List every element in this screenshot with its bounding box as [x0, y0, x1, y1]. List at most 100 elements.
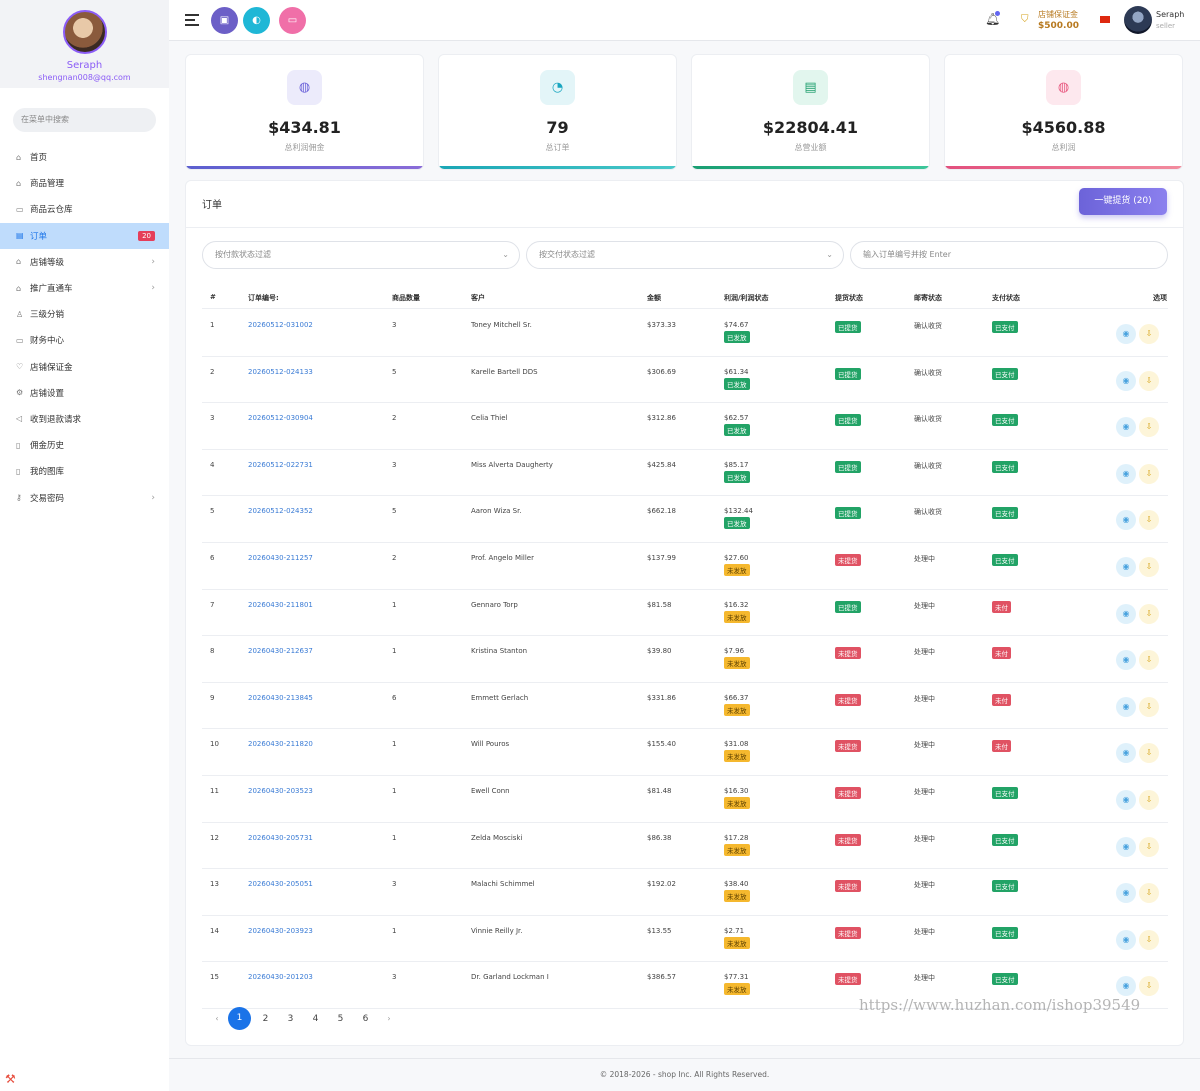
download-invoice-button[interactable]: ⇩ — [1139, 929, 1159, 950]
page-button[interactable]: 1 — [228, 1007, 251, 1030]
view-order-button[interactable]: ◉ — [1116, 603, 1136, 624]
view-order-button[interactable]: ◉ — [1116, 696, 1136, 717]
order-code-link[interactable]: 20260430-201203 — [248, 973, 313, 982]
download-invoice-button[interactable]: ⇩ — [1139, 650, 1159, 671]
deposit-label[interactable]: 店铺保证金 — [1038, 10, 1078, 19]
sidebar-item[interactable]: ⌂ 商品管理 — [0, 170, 169, 196]
order-code-link[interactable]: 20260512-031002 — [248, 321, 313, 329]
sidebar-item[interactable]: ▤ 订单 20 — [0, 222, 169, 249]
hamburger-menu-icon[interactable] — [185, 14, 199, 29]
page-button[interactable]: 4 — [312, 1013, 319, 1024]
order-code-link[interactable]: 20260430-203523 — [248, 787, 313, 795]
table-row[interactable]: 11 20260430-203523 1 Ewell Conn $81.48 $16.30… — [202, 776, 1168, 823]
order-search-input[interactable]: 输入订单编号并按 Enter — [850, 241, 1168, 269]
order-code-link[interactable]: 20260512-022731 — [248, 460, 313, 469]
payment-status-filter[interactable]: 按付款状态过滤 ⌄ — [202, 241, 520, 269]
download-invoice-button[interactable]: ⇩ — [1139, 836, 1159, 857]
table-row[interactable]: 5 20260512-024352 5 Aaron Wiza Sr. $662.18 $1… — [202, 496, 1168, 543]
view-order-button[interactable]: ◉ — [1116, 743, 1136, 764]
page-button[interactable]: 5 — [337, 1013, 344, 1024]
table-row[interactable]: 8 20260430-212637 1 Kristina Stanton $39.80 $… — [202, 636, 1168, 683]
table-row[interactable]: 1 20260512-031002 3 Toney Mitchell Sr. $373.… — [202, 310, 1168, 357]
table-row[interactable]: 13 20260430-205051 3 Malachi Schimmel $192.0… — [202, 869, 1168, 916]
user-avatar[interactable] — [1124, 6, 1152, 34]
view-order-button[interactable]: ◉ — [1116, 370, 1136, 391]
order-code-link[interactable]: 20260512-024133 — [248, 367, 313, 376]
sidebar-item[interactable]: ▭ 商品云仓库 — [0, 196, 169, 222]
sidebar-item[interactable]: ♙ 三级分销 — [0, 301, 169, 327]
sidebar-item[interactable]: ⚙ 店铺设置 — [0, 380, 169, 406]
order-code-link[interactable]: 20260430-211257 — [248, 554, 313, 562]
table-row[interactable]: 6 20260430-211257 2 Prof. Angelo Miller $137… — [202, 543, 1168, 590]
view-order-button[interactable]: ◉ — [1116, 650, 1136, 671]
page-button[interactable]: 3 — [287, 1013, 294, 1024]
user-name[interactable]: Seraph — [1156, 10, 1185, 19]
order-code-link[interactable]: 20260430-205051 — [248, 880, 313, 889]
menu-search-input[interactable]: 在菜单中搜索 — [13, 108, 156, 132]
table-row[interactable]: 2 20260512-024133 5 Karelle Bartell DDS $306… — [202, 357, 1168, 404]
page-button[interactable]: 2 — [262, 1013, 269, 1024]
order-code-link[interactable]: 20260512-024352 — [248, 507, 313, 516]
download-invoice-button[interactable]: ⇩ — [1139, 324, 1159, 344]
sidebar-item[interactable]: ▭ 财务中心 — [0, 327, 169, 353]
table-row[interactable]: 14 20260430-203923 1 Vinnie Reilly Jr. $13.5… — [202, 916, 1168, 963]
page-button[interactable]: 6 — [362, 1013, 369, 1024]
table-row[interactable]: 15 20260430-201203 3 Dr. Garland Lockman I $… — [202, 962, 1168, 1009]
profile-avatar[interactable] — [62, 10, 107, 54]
sidebar-item[interactable]: ⌂ 推广直通车 › — [0, 275, 169, 301]
download-invoice-button[interactable]: ⇩ — [1139, 696, 1159, 717]
sidebar-item[interactable]: ⚷ 交易密码 › — [0, 484, 169, 510]
sidebar-item[interactable]: ◁ 收到退款请求 — [0, 406, 169, 432]
inbox-button[interactable]: ▭ — [279, 7, 306, 34]
download-invoice-button[interactable]: ⇩ — [1139, 463, 1159, 484]
table-row[interactable]: 9 20260430-213845 6 Emmett Gerlach $331.86 $6… — [202, 683, 1168, 730]
view-order-button[interactable]: ◉ — [1116, 510, 1136, 531]
table-row[interactable]: 10 20260430-211820 1 Will Pouros $155.40 $31.… — [202, 729, 1168, 776]
table-row[interactable]: 12 20260430-205731 1 Zelda Mosciski $86.38 $1… — [202, 823, 1168, 870]
order-code-link[interactable]: 20260430-205731 — [248, 833, 313, 842]
order-code-link[interactable]: 20260430-203923 — [248, 926, 313, 935]
sidebar-item[interactable]: ⌂ 首页 — [0, 144, 169, 170]
sidebar-item[interactable]: ⌂ 店铺等级 › — [0, 249, 169, 275]
bulk-pickup-button[interactable]: 一键提货 (20) — [1079, 188, 1167, 215]
sidebar-item[interactable]: ▯ 我的图库 — [0, 458, 169, 484]
delivery-status-filter[interactable]: 按交付状态过滤 ⌄ — [526, 241, 844, 269]
sidebar-item[interactable]: ▯ 佣金历史 — [0, 432, 169, 458]
view-order-button[interactable]: ◉ — [1116, 324, 1136, 344]
browser-button[interactable]: ◐ — [243, 7, 270, 34]
next-page-button[interactable]: › — [387, 1014, 391, 1023]
order-code-link[interactable]: 20260512-030904 — [248, 414, 313, 423]
view-order-button[interactable]: ◉ — [1116, 463, 1136, 484]
deposit-amount[interactable]: $500.00 — [1038, 21, 1079, 31]
order-code-link[interactable]: 20260430-213845 — [248, 693, 313, 702]
download-invoice-button[interactable]: ⇩ — [1139, 603, 1159, 624]
table-row[interactable]: 4 20260512-022731 3 Miss Alverta Daugherty $… — [202, 450, 1168, 497]
download-invoice-button[interactable]: ⇩ — [1139, 417, 1159, 438]
view-order-button[interactable]: ◉ — [1116, 417, 1136, 438]
view-order-button[interactable]: ◉ — [1116, 976, 1136, 997]
order-code-link[interactable]: 20260430-211801 — [248, 600, 313, 609]
view-order-button[interactable]: ◉ — [1116, 836, 1136, 857]
view-order-button[interactable]: ◉ — [1116, 883, 1136, 904]
china-flag-icon[interactable] — [1100, 16, 1110, 23]
store-button[interactable]: ▣ — [211, 7, 238, 34]
sidebar-item[interactable]: ♡ 店铺保证金 — [0, 354, 169, 380]
download-invoice-button[interactable]: ⇩ — [1139, 790, 1159, 810]
table-row[interactable]: 7 20260430-211801 1 Gennaro Torp $81.58 $16.3… — [202, 590, 1168, 637]
download-invoice-button[interactable]: ⇩ — [1139, 370, 1159, 391]
pickup-status-tag: 已提货 — [835, 507, 861, 520]
view-order-button[interactable]: ◉ — [1116, 929, 1136, 950]
download-invoice-button[interactable]: ⇩ — [1139, 510, 1159, 531]
view-order-button[interactable]: ◉ — [1116, 557, 1136, 577]
download-invoice-button[interactable]: ⇩ — [1139, 883, 1159, 904]
prev-page-button[interactable]: ‹ — [215, 1014, 219, 1023]
profit-cell: $2.71 未发放 — [724, 927, 750, 949]
view-order-button[interactable]: ◉ — [1116, 790, 1136, 810]
download-invoice-button[interactable]: ⇩ — [1139, 976, 1159, 997]
download-invoice-button[interactable]: ⇩ — [1139, 743, 1159, 764]
order-code-link[interactable]: 20260430-211820 — [248, 740, 313, 749]
download-invoice-button[interactable]: ⇩ — [1139, 557, 1159, 577]
order-code-link[interactable]: 20260430-212637 — [248, 647, 313, 656]
table-row[interactable]: 3 20260512-030904 2 Celia Thiel $312.86 $62.5… — [202, 403, 1168, 450]
eye-icon: ◉ — [1122, 701, 1130, 711]
